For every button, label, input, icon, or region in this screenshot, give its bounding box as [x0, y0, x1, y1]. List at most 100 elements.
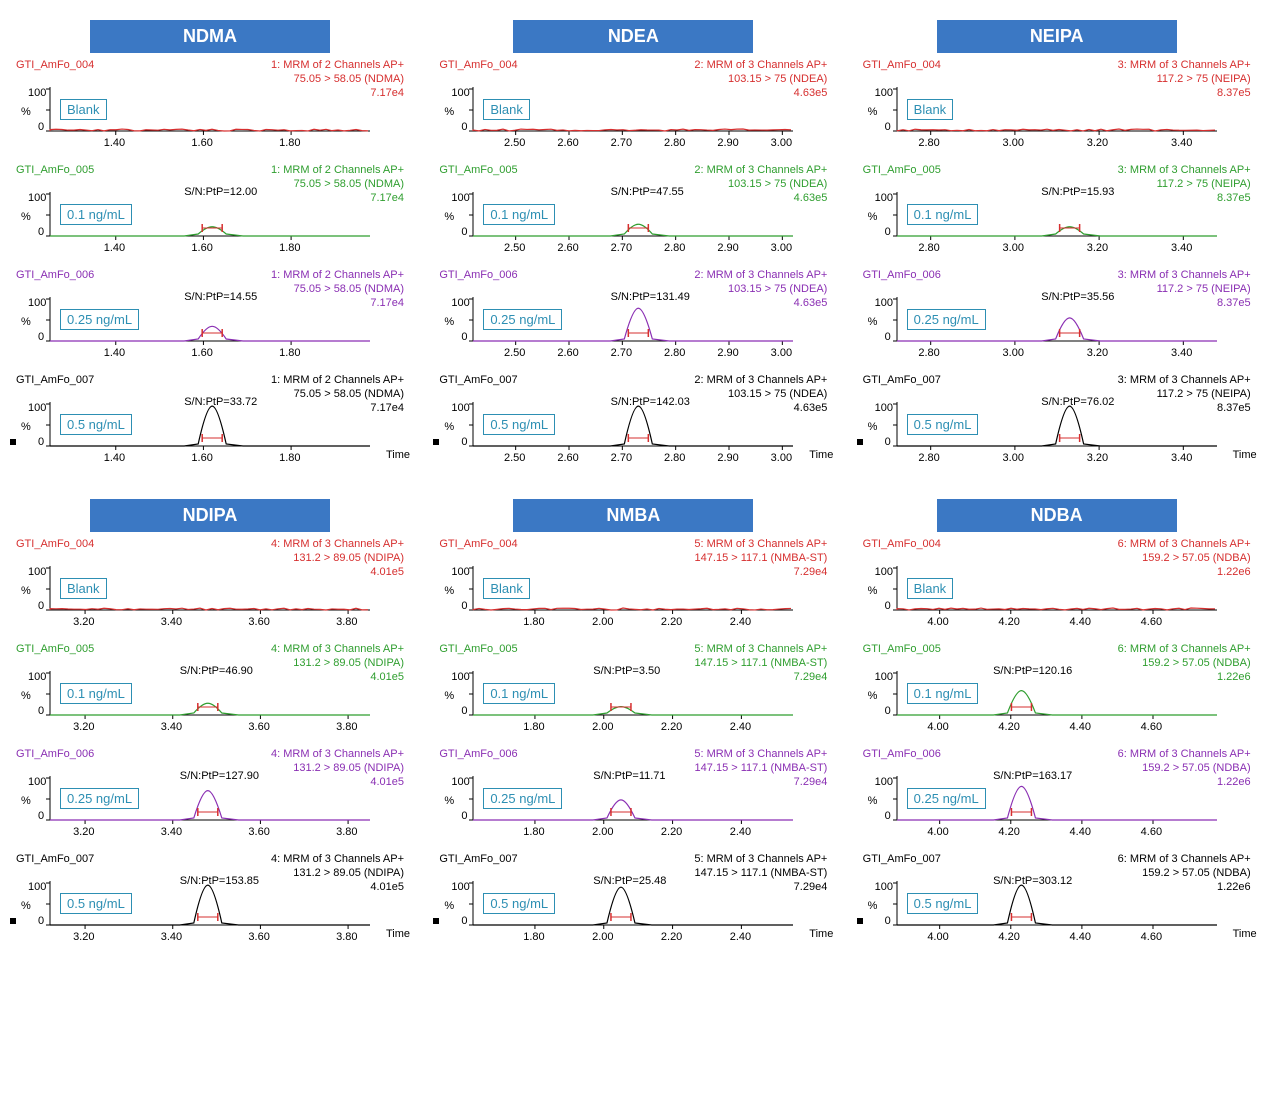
mrm-line1: 2: MRM of 3 Channels AP+ — [694, 59, 827, 73]
y-tick-100: 100 — [451, 671, 469, 683]
x-tick-label: 2.50 — [504, 347, 525, 359]
concentration-label: 0.1 ng/mL — [483, 204, 555, 225]
x-tick-label: 4.20 — [998, 826, 1019, 838]
y-axis-label: % — [21, 900, 31, 912]
mrm-line1: 4: MRM of 3 Channels AP+ — [271, 853, 404, 867]
signal-noise: S/N:PtP=303.12 — [993, 875, 1072, 887]
y-tick-0: 0 — [885, 436, 891, 448]
mrm-transition: 147.15 > 117.1 (NMBA-ST) — [694, 762, 827, 776]
signal-noise: S/N:PtP=120.16 — [993, 665, 1072, 677]
x-tick-label: 3.60 — [248, 616, 269, 628]
y-axis-label: % — [444, 316, 454, 328]
chromatogram-strip: GTI_AmFo_0075: MRM of 3 Channels AP+147.… — [433, 853, 833, 958]
mrm-intensity: 7.17e4 — [271, 192, 404, 206]
x-tick-label: 2.00 — [592, 721, 613, 733]
sample-id: GTI_AmFo_004 — [16, 59, 94, 71]
mrm-line1: 3: MRM of 3 Channels AP+ — [1118, 269, 1251, 283]
x-tick-label: 2.70 — [611, 452, 632, 464]
sample-id: GTI_AmFo_005 — [863, 164, 941, 176]
x-tick-label: 4.40 — [1070, 616, 1091, 628]
x-tick-label: 1.60 — [191, 452, 212, 464]
x-tick-label: 2.70 — [611, 242, 632, 254]
mrm-info: 4: MRM of 3 Channels AP+131.2 > 89.05 (N… — [271, 853, 404, 894]
x-tick-label: 2.40 — [730, 616, 751, 628]
x-tick-label: 1.80 — [523, 931, 544, 943]
concentration-label: 0.25 ng/mL — [907, 788, 986, 809]
chromatogram-strip: GTI_AmFo_0063: MRM of 3 Channels AP+117.… — [857, 269, 1257, 374]
x-tick-label: 4.20 — [998, 931, 1019, 943]
x-tick-label: 2.80 — [664, 347, 685, 359]
marker-icon — [857, 918, 863, 924]
y-tick-100: 100 — [875, 87, 893, 99]
mrm-intensity: 4.01e5 — [271, 881, 404, 895]
x-tick-label: 2.20 — [661, 721, 682, 733]
x-tick-label: 2.90 — [717, 242, 738, 254]
x-tick-label: 4.00 — [927, 826, 948, 838]
y-tick-0: 0 — [885, 810, 891, 822]
x-tick-label: 4.60 — [1141, 826, 1162, 838]
mrm-transition: 147.15 > 117.1 (NMBA-ST) — [694, 552, 827, 566]
x-tick-label: 2.80 — [918, 347, 939, 359]
y-tick-100: 100 — [451, 776, 469, 788]
signal-noise: S/N:PtP=25.48 — [593, 875, 666, 887]
x-tick-label: 1.80 — [279, 452, 300, 464]
marker-icon — [433, 918, 439, 924]
concentration-label: Blank — [483, 99, 530, 120]
mrm-line1: 3: MRM of 3 Channels AP+ — [1118, 164, 1251, 178]
y-tick-0: 0 — [461, 226, 467, 238]
x-tick-label: 2.50 — [504, 137, 525, 149]
chromatogram-strip: GTI_AmFo_0061: MRM of 2 Channels AP+75.0… — [10, 269, 410, 374]
x-tick-label: 3.40 — [1171, 242, 1192, 254]
compound-panel: NDBAGTI_AmFo_0046: MRM of 3 Channels AP+… — [857, 499, 1257, 958]
y-tick-100: 100 — [875, 566, 893, 578]
mrm-info: 5: MRM of 3 Channels AP+147.15 > 117.1 (… — [694, 853, 827, 894]
mrm-line1: 6: MRM of 3 Channels AP+ — [1118, 538, 1251, 552]
mrm-info: 3: MRM of 3 Channels AP+117.2 > 75 (NEIP… — [1118, 374, 1251, 415]
x-tick-label: 3.80 — [336, 931, 357, 943]
y-axis-label: % — [868, 585, 878, 597]
x-tick-label: 2.20 — [661, 931, 682, 943]
x-tick-label: 3.80 — [336, 721, 357, 733]
y-tick-0: 0 — [461, 705, 467, 717]
mrm-intensity: 7.29e4 — [694, 881, 827, 895]
mrm-line1: 2: MRM of 3 Channels AP+ — [694, 374, 827, 388]
y-axis-label: % — [868, 690, 878, 702]
x-tick-label: 2.50 — [504, 242, 525, 254]
mrm-intensity: 7.17e4 — [271, 87, 404, 101]
y-tick-0: 0 — [885, 226, 891, 238]
x-tick-label: 4.40 — [1070, 721, 1091, 733]
y-tick-100: 100 — [28, 776, 46, 788]
compound-panel: NDMAGTI_AmFo_0041: MRM of 2 Channels AP+… — [10, 20, 410, 479]
signal-noise: S/N:PtP=33.72 — [184, 396, 257, 408]
sample-id: GTI_AmFo_004 — [439, 538, 517, 550]
marker-icon — [857, 439, 863, 445]
x-tick-label: 2.90 — [717, 452, 738, 464]
y-axis-label: % — [21, 795, 31, 807]
y-axis-label: % — [444, 690, 454, 702]
mrm-transition: 75.05 > 58.05 (NDMA) — [271, 388, 404, 402]
y-tick-100: 100 — [451, 87, 469, 99]
sample-id: GTI_AmFo_005 — [439, 643, 517, 655]
y-axis-label: % — [868, 900, 878, 912]
y-tick-100: 100 — [875, 671, 893, 683]
compound-panel: NDIPAGTI_AmFo_0044: MRM of 3 Channels AP… — [10, 499, 410, 958]
sample-id: GTI_AmFo_006 — [439, 269, 517, 281]
mrm-transition: 103.15 > 75 (NDEA) — [694, 73, 827, 87]
x-tick-label: 2.50 — [504, 452, 525, 464]
mrm-transition: 117.2 > 75 (NEIPA) — [1118, 73, 1251, 87]
concentration-label: 0.1 ng/mL — [60, 204, 132, 225]
x-tick-label: 3.20 — [73, 826, 94, 838]
x-tick-label: 1.80 — [279, 347, 300, 359]
x-tick-label: 2.80 — [664, 452, 685, 464]
mrm-info: 6: MRM of 3 Channels AP+159.2 > 57.05 (N… — [1118, 643, 1251, 684]
sample-id: GTI_AmFo_004 — [439, 59, 517, 71]
x-tick-label: 2.60 — [557, 242, 578, 254]
x-tick-label: 2.60 — [557, 452, 578, 464]
x-tick-label: 4.60 — [1141, 616, 1162, 628]
mrm-info: 1: MRM of 2 Channels AP+75.05 > 58.05 (N… — [271, 59, 404, 100]
y-tick-100: 100 — [28, 881, 46, 893]
mrm-intensity: 8.37e5 — [1118, 192, 1251, 206]
x-tick-label: 2.60 — [557, 347, 578, 359]
compound-panel: NDEAGTI_AmFo_0042: MRM of 3 Channels AP+… — [433, 20, 833, 479]
y-tick-0: 0 — [38, 226, 44, 238]
